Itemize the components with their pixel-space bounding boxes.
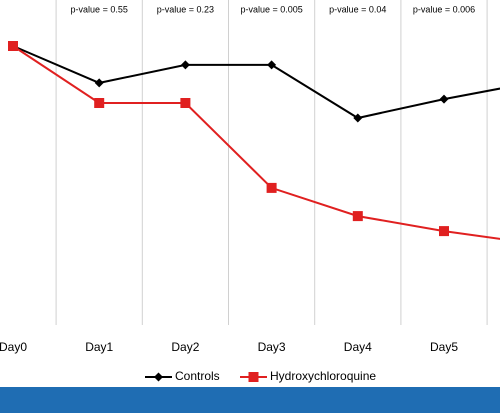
- x-tick-label: Day0: [0, 340, 27, 354]
- marker: [94, 78, 104, 88]
- annotation: p-value = 0.04: [329, 4, 386, 14]
- legend-label: Controls: [175, 369, 220, 383]
- annotation: p-value = 0.55: [71, 4, 128, 14]
- x-tick-label: Day1: [85, 340, 113, 354]
- marker: [439, 94, 449, 104]
- x-tick-label: Day4: [344, 340, 372, 354]
- legend-marker: [154, 372, 163, 382]
- marker: [180, 60, 190, 70]
- marker: [180, 98, 191, 108]
- legend-marker: [248, 372, 259, 382]
- legend-label: Hydroxychloroquine: [270, 369, 376, 383]
- marker: [352, 211, 363, 222]
- annotation: p-value = 0.005: [240, 4, 302, 14]
- series-line: [12, 45, 500, 120]
- annotation: p-value = 0.006: [413, 4, 475, 14]
- marker: [353, 113, 363, 123]
- footer-band: [0, 387, 500, 413]
- marker: [266, 182, 277, 193]
- marker: [439, 226, 449, 237]
- annotation: p-value = 0.23: [157, 4, 214, 14]
- x-tick-label: Day5: [430, 340, 458, 354]
- x-tick-label: Day3: [258, 340, 286, 354]
- series-line: [12, 45, 500, 240]
- marker: [267, 60, 277, 70]
- marker: [8, 41, 18, 51]
- x-tick-label: Day2: [171, 340, 199, 354]
- marker: [94, 98, 105, 108]
